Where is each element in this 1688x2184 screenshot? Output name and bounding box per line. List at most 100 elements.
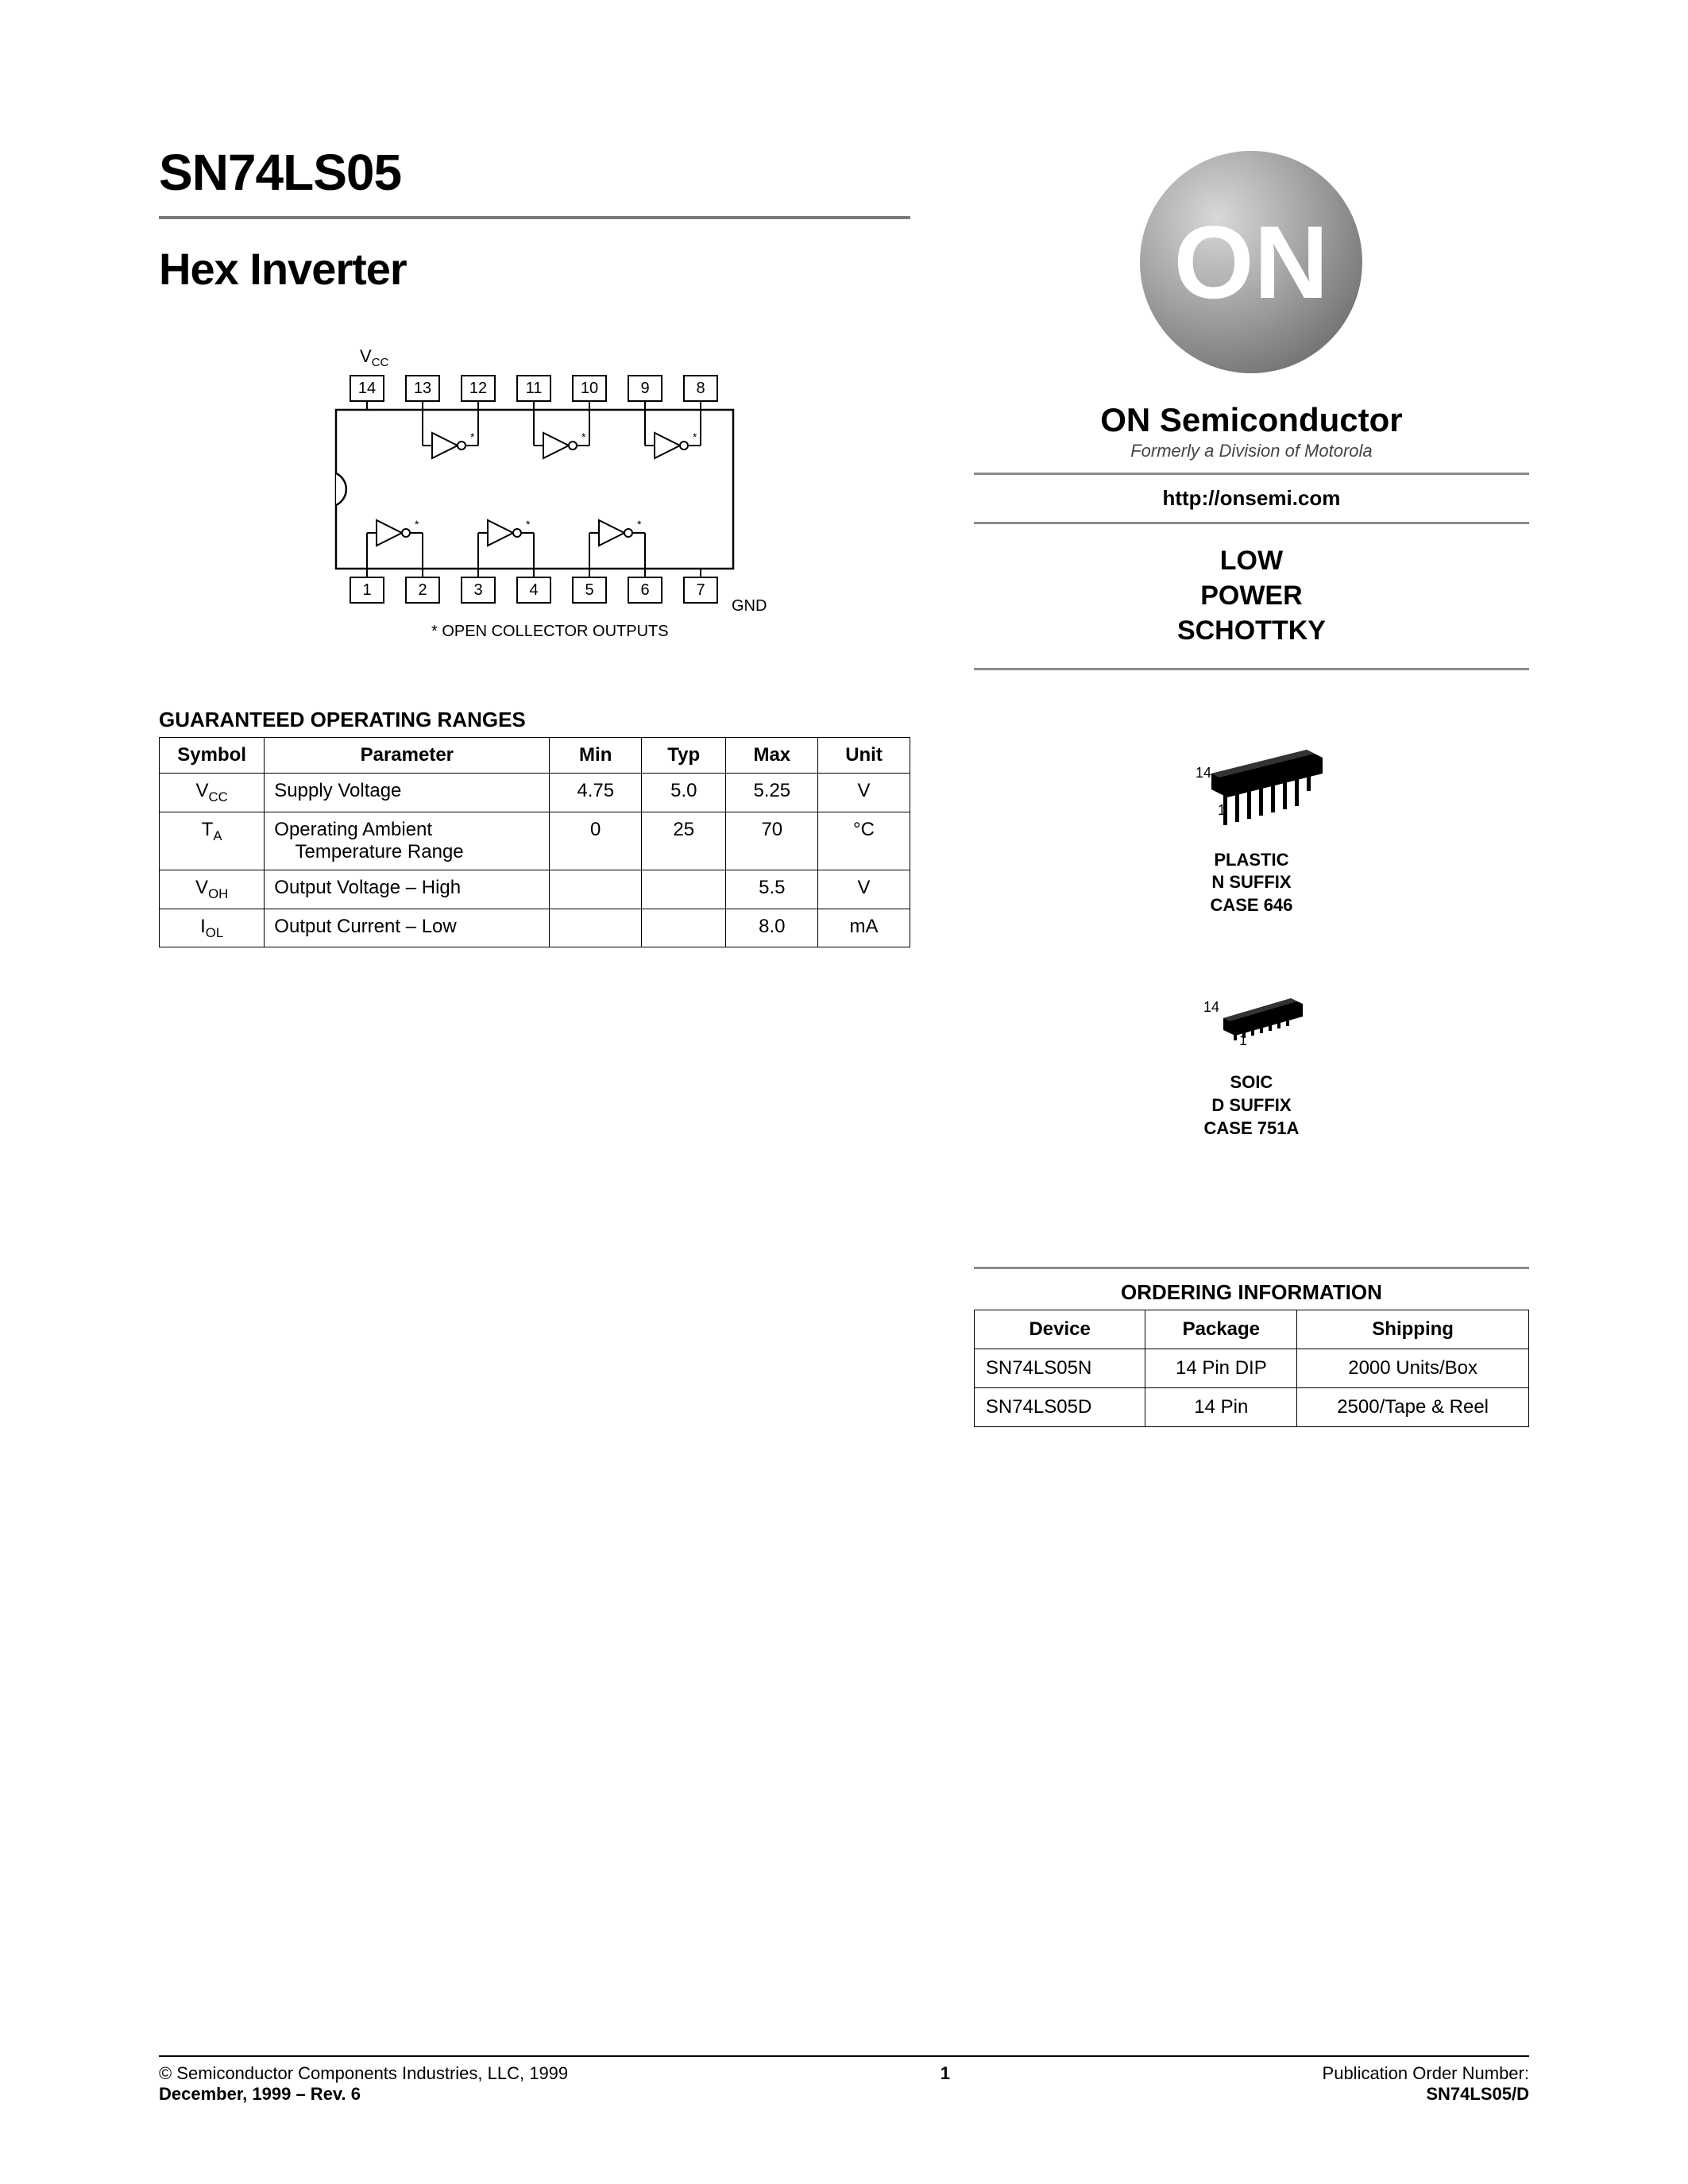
table-cell: Operating Ambient Temperature Range [265, 812, 550, 870]
package-block: 14 1 SOICD SUFFIXCASE 751A [974, 972, 1529, 1140]
table-header: Symbol [160, 738, 265, 774]
category-line: LOW [974, 543, 1529, 578]
table-header: Shipping [1297, 1310, 1529, 1349]
page-footer: © Semiconductor Components Industries, L… [159, 2055, 1529, 2105]
svg-text:*: * [693, 430, 697, 443]
svg-text:7: 7 [696, 581, 705, 599]
table-cell [642, 909, 726, 947]
svg-text:4: 4 [529, 581, 538, 599]
brand-name: ON Semiconductor [974, 401, 1529, 439]
package-label: PLASTICN SUFFIXCASE 646 [974, 849, 1529, 917]
category-label: LOW POWER SCHOTTKY [974, 543, 1529, 649]
ordering-table: DevicePackageShipping SN74LS05N14 Pin DI… [974, 1310, 1529, 1427]
pub-number: SN74LS05/D [1323, 2084, 1529, 2105]
divider [159, 216, 910, 219]
table-cell: VCC [160, 774, 265, 812]
category-line: SCHOTTKY [974, 613, 1529, 648]
table-row: VOHOutput Voltage – High5.5V [160, 870, 910, 909]
ordering-title: ORDERING INFORMATION [974, 1280, 1529, 1305]
svg-text:12: 12 [469, 380, 487, 397]
divider [974, 1267, 1529, 1269]
table-cell: V [818, 870, 910, 909]
svg-text:1: 1 [362, 581, 371, 599]
table-cell: SN74LS05D [974, 1388, 1145, 1427]
operating-ranges-title: GUARANTEED OPERATING RANGES [159, 708, 910, 732]
svg-text:10: 10 [581, 380, 598, 397]
table-row: TAOperating Ambient Temperature Range025… [160, 812, 910, 870]
table-cell: 5.25 [726, 774, 818, 812]
svg-text:14: 14 [1196, 765, 1211, 781]
table-cell: mA [818, 909, 910, 947]
svg-text:8: 8 [696, 380, 705, 397]
table-cell [550, 870, 642, 909]
table-header: Parameter [265, 738, 550, 774]
table-cell: 2500/Tape & Reel [1297, 1388, 1529, 1427]
copyright: © Semiconductor Components Industries, L… [159, 2063, 568, 2084]
table-row: IOLOutput Current – Low 8.0mA [160, 909, 910, 947]
table-cell: 2000 Units/Box [1297, 1349, 1529, 1388]
svg-text:*: * [415, 518, 419, 531]
category-line: POWER [974, 578, 1529, 613]
brand-logo: ON [974, 143, 1529, 385]
table-cell: Output Voltage – High [265, 870, 550, 909]
divider [974, 473, 1529, 475]
table-cell: IOL [160, 909, 265, 947]
svg-text:ON: ON [1174, 204, 1329, 320]
table-cell: TA [160, 812, 265, 870]
table-cell: 70 [726, 812, 818, 870]
table-header: Unit [818, 738, 910, 774]
table-cell: Supply Voltage [265, 774, 550, 812]
date-revision: December, 1999 – Rev. 6 [159, 2084, 568, 2105]
brand-url: http://onsemi.com [974, 486, 1529, 511]
table-cell: V [818, 774, 910, 812]
svg-text:2: 2 [418, 581, 427, 599]
operating-ranges-table: SymbolParameterMinTypMaxUnit VCCSupply V… [159, 737, 910, 947]
table-cell: 4.75 [550, 774, 642, 812]
page-number: 1 [941, 2063, 950, 2105]
table-header: Typ [642, 738, 726, 774]
table-cell: 5.0 [642, 774, 726, 812]
svg-text:*: * [526, 518, 531, 531]
svg-text:1: 1 [1218, 802, 1226, 818]
table-cell: 25 [642, 812, 726, 870]
svg-text:*: * [470, 430, 475, 443]
table-cell: °C [818, 812, 910, 870]
svg-text:3: 3 [473, 581, 482, 599]
package-block: 14 1 PLASTICN SUFFIXCASE 646 [974, 726, 1529, 917]
table-cell: Output Current – Low [265, 909, 550, 947]
divider [974, 522, 1529, 524]
pinout-diagram: VCC 141312111098 *** *** 1234567 GND * O… [159, 342, 910, 660]
svg-text:GND: GND [732, 597, 767, 615]
diagram-note: * OPEN COLLECTOR OUTPUTS [431, 623, 669, 640]
svg-text:*: * [581, 430, 586, 443]
table-cell: 8.0 [726, 909, 818, 947]
table-cell: 14 Pin [1145, 1388, 1297, 1427]
brand-tagline: Formerly a Division of Motorola [974, 441, 1529, 461]
svg-text:6: 6 [640, 581, 649, 599]
table-cell: 0 [550, 812, 642, 870]
table-row: SN74LS05N14 Pin DIP2000 Units/Box [974, 1349, 1528, 1388]
table-cell: SN74LS05N [974, 1349, 1145, 1388]
svg-text:1: 1 [1239, 1032, 1247, 1048]
part-number-title: SN74LS05 [159, 143, 910, 202]
svg-text:VCC: VCC [360, 346, 389, 369]
table-header: Min [550, 738, 642, 774]
table-cell [550, 909, 642, 947]
table-row: SN74LS05D14 Pin2500/Tape & Reel [974, 1388, 1528, 1427]
table-row: VCCSupply Voltage4.755.05.25V [160, 774, 910, 812]
package-label: SOICD SUFFIXCASE 751A [974, 1071, 1529, 1140]
svg-text:13: 13 [414, 380, 431, 397]
svg-text:9: 9 [640, 380, 649, 397]
table-cell [642, 870, 726, 909]
svg-text:14: 14 [1203, 999, 1219, 1015]
divider [974, 668, 1529, 670]
svg-text:*: * [637, 518, 642, 531]
table-header: Max [726, 738, 818, 774]
subtitle: Hex Inverter [159, 243, 910, 295]
svg-text:11: 11 [526, 380, 543, 397]
table-cell: 14 Pin DIP [1145, 1349, 1297, 1388]
svg-text:5: 5 [585, 581, 593, 599]
table-header: Device [974, 1310, 1145, 1349]
svg-text:14: 14 [358, 380, 376, 397]
pub-label: Publication Order Number: [1323, 2063, 1529, 2084]
